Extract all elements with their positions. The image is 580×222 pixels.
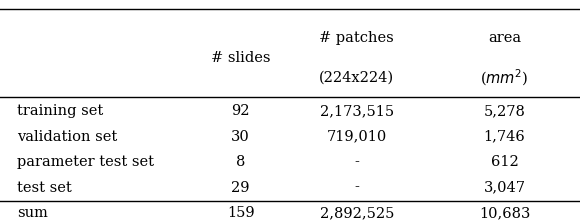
Text: sum: sum	[17, 206, 48, 220]
Text: 719,010: 719,010	[327, 129, 387, 144]
Text: area: area	[488, 31, 521, 45]
Text: training set: training set	[17, 104, 104, 118]
Text: -: -	[354, 155, 359, 169]
Text: 2,173,515: 2,173,515	[320, 104, 394, 118]
Text: 92: 92	[231, 104, 250, 118]
Text: parameter test set: parameter test set	[17, 155, 154, 169]
Text: (224x224): (224x224)	[319, 71, 394, 85]
Text: 10,683: 10,683	[479, 206, 530, 220]
Text: 5,278: 5,278	[484, 104, 525, 118]
Text: # patches: # patches	[320, 31, 394, 45]
Text: 3,047: 3,047	[484, 180, 525, 195]
Text: -: -	[354, 180, 359, 195]
Text: validation set: validation set	[17, 129, 118, 144]
Text: 1,746: 1,746	[484, 129, 525, 144]
Text: 30: 30	[231, 129, 250, 144]
Text: 2,892,525: 2,892,525	[320, 206, 394, 220]
Text: 159: 159	[227, 206, 255, 220]
Text: # slides: # slides	[211, 51, 270, 65]
Text: 29: 29	[231, 180, 250, 195]
Text: 612: 612	[491, 155, 519, 169]
Text: ($\mathit{mm}^2$): ($\mathit{mm}^2$)	[480, 67, 529, 88]
Text: 8: 8	[236, 155, 245, 169]
Text: test set: test set	[17, 180, 72, 195]
